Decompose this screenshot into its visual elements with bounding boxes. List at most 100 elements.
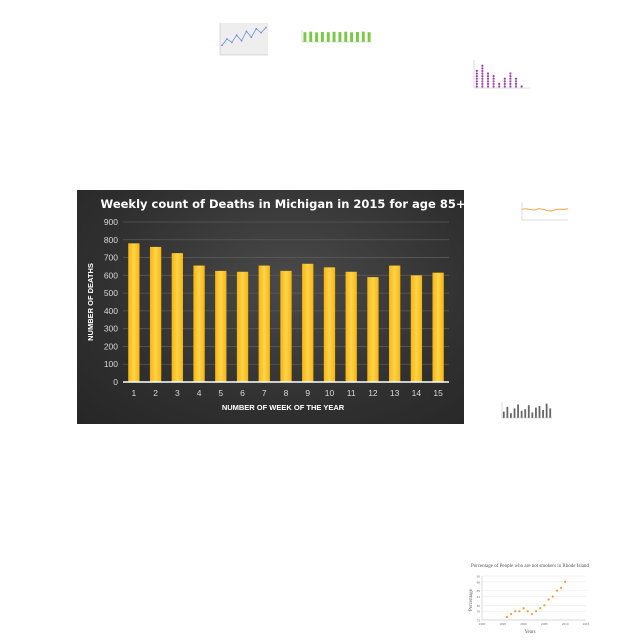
data-point (509, 72, 512, 75)
bar (258, 265, 270, 382)
thumbnail-scatter-purple-svg (473, 60, 530, 89)
data-point (522, 607, 525, 610)
x-tick-label: 8 (284, 388, 289, 398)
main-bar-chart: Weekly count of Deaths in Michigan in 20… (77, 190, 464, 424)
data-point (492, 82, 495, 85)
bar (309, 31, 313, 42)
x-tick-label: 1995 (499, 622, 506, 626)
y-tick-label: 88 (477, 580, 481, 584)
data-point (481, 82, 484, 85)
bar (520, 410, 523, 418)
bar (344, 31, 348, 42)
bar (355, 31, 359, 42)
x-tick-label: 12 (368, 388, 378, 398)
thumbnail-bar-chart-gray (496, 398, 554, 424)
bar (410, 275, 423, 382)
y-tick-label: 78 (477, 610, 481, 614)
y-tick-label: 700 (104, 253, 118, 263)
bar (193, 265, 205, 382)
data-point (498, 82, 501, 85)
thumbnail-bar-chart-green-svg (301, 30, 372, 43)
main-bar-chart-svg: Weekly count of Deaths in Michigan in 20… (86, 197, 464, 412)
data-point (486, 77, 490, 80)
data-point (514, 82, 518, 85)
bar (215, 270, 227, 382)
data-point (509, 80, 512, 83)
data-point (534, 610, 538, 613)
bar (320, 31, 324, 42)
series-line (221, 27, 267, 46)
thumbnail-scatter-smokers: Percentage of People who are not smokers… (468, 560, 592, 636)
y-tick-label: 85 (477, 589, 481, 593)
y-tick-label: 400 (104, 306, 118, 316)
bar (367, 32, 371, 42)
x-tick-label: 5 (218, 388, 223, 398)
x-tick-label: 13 (390, 388, 400, 398)
x-tick-label: 14 (412, 388, 422, 398)
data-point (481, 80, 484, 83)
bar (236, 271, 249, 382)
thumbnail-bar-chart-gray-svg (501, 402, 552, 419)
bar (510, 413, 512, 418)
series-line (521, 208, 569, 212)
x-tick-label: 2 (153, 388, 158, 398)
data-point (492, 85, 495, 88)
bar (545, 403, 548, 418)
data-point (503, 82, 506, 85)
bar (345, 271, 357, 382)
data-point (503, 85, 506, 88)
data-point (510, 613, 513, 616)
data-point (514, 80, 518, 83)
x-tick-label: 2010 (562, 622, 569, 626)
data-point (520, 85, 523, 88)
data-point (564, 580, 567, 583)
x-tick-label: 1 (131, 388, 136, 398)
data-point (265, 26, 267, 29)
data-point (475, 69, 478, 72)
data-point (235, 34, 238, 37)
bar (149, 246, 162, 382)
y-tick-label: 80 (477, 604, 481, 608)
bar (323, 267, 336, 382)
bar (326, 32, 330, 42)
data-point (503, 77, 506, 80)
data-point (492, 80, 495, 83)
data-point (486, 85, 490, 88)
thumbnail-line-chart-orange-svg (521, 202, 569, 221)
bar (502, 411, 505, 418)
bar (549, 408, 552, 418)
thumbnail-bar-chart-green (296, 18, 376, 58)
data-point (551, 595, 554, 598)
data-point (475, 77, 478, 80)
data-point (486, 80, 490, 83)
data-point (514, 610, 517, 613)
y-tick-label: 0 (113, 377, 118, 387)
data-point (481, 85, 484, 88)
bar (517, 404, 519, 418)
y-tick-label: 600 (104, 270, 118, 280)
bar (432, 272, 444, 382)
bar (389, 265, 401, 382)
data-point (240, 39, 243, 42)
data-point (514, 77, 518, 80)
x-tick-label: 9 (305, 388, 310, 398)
bar (527, 405, 530, 418)
data-point (486, 82, 490, 85)
x-tick-label: 3 (175, 388, 180, 398)
y-tick-label: 500 (104, 288, 118, 298)
chart-title: Weekly count of Deaths in Michigan in 20… (101, 197, 464, 211)
data-point (486, 75, 490, 78)
thumbnail-scatter-smokers-svg: Percentage of People who are not smokers… (469, 564, 590, 635)
bar (128, 243, 140, 382)
data-point (481, 75, 484, 78)
x-tick-label: 6 (240, 388, 245, 398)
data-point (509, 85, 512, 88)
y-tick-label: 75 (477, 619, 481, 623)
smokers-ylabel: Percentage (469, 588, 474, 611)
x-tick-label: 2000 (520, 622, 527, 626)
y-tick-label: 83 (477, 595, 481, 599)
smokers-xlabel: Years (524, 630, 535, 635)
data-point (539, 607, 542, 610)
bar (542, 410, 544, 418)
plot-area (220, 23, 268, 55)
